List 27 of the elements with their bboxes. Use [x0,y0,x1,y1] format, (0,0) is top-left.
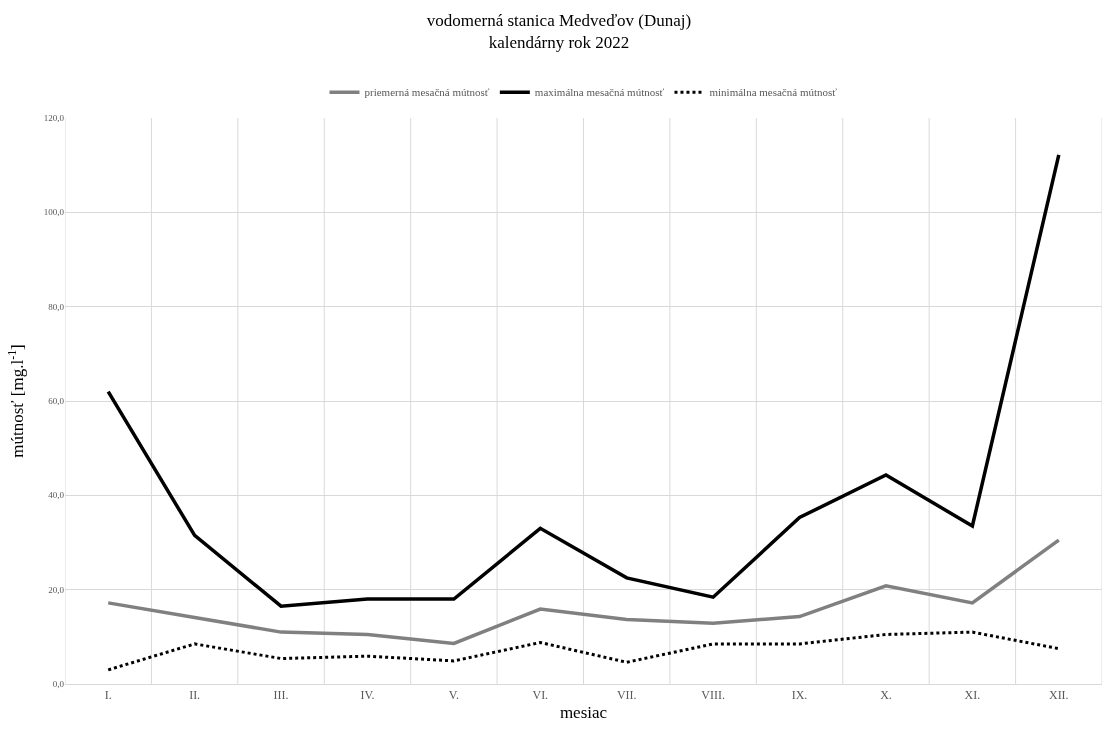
x-tick-label: VI. [532,688,549,703]
x-tick-label: X. [880,688,892,703]
legend-label: priemerná mesačná mútnosť [364,86,490,99]
y-tick-label: 60,0 [48,396,65,407]
y-tick-label: 100,0 [43,207,65,218]
x-tick-label: VIII. [701,688,725,703]
x-tick-label: II. [189,688,201,703]
legend-label: minimálna mesačná mútnosť [709,86,838,99]
y-tick-label: 120,0 [43,113,65,124]
x-tick-label: XII. [1048,688,1069,703]
x-tick-label: IX. [791,688,808,703]
y-tick-label: 80,0 [48,301,65,312]
line-series [106,153,1061,608]
x-tick-label: IV. [360,688,375,703]
x-axis-title: mesiac [559,702,608,722]
x-tick-label: VII. [616,688,637,703]
x-tick-label: XI. [964,688,981,703]
x-tick-label: V. [448,688,459,703]
x-tick-label: III. [273,688,289,703]
y-tick-label: 0,0 [52,679,65,690]
legend-label: maximálna mesačná mútnosť [534,86,665,99]
chart-title: vodomerná stanica Medveďov (Dunaj) kalendárny rok 2022 [426,10,692,52]
x-tick-label: I. [104,688,112,703]
y-tick-label: 40,0 [48,490,65,501]
line-series [106,538,1061,646]
line-series [106,630,1061,672]
y-tick-label: 20,0 [48,584,65,595]
